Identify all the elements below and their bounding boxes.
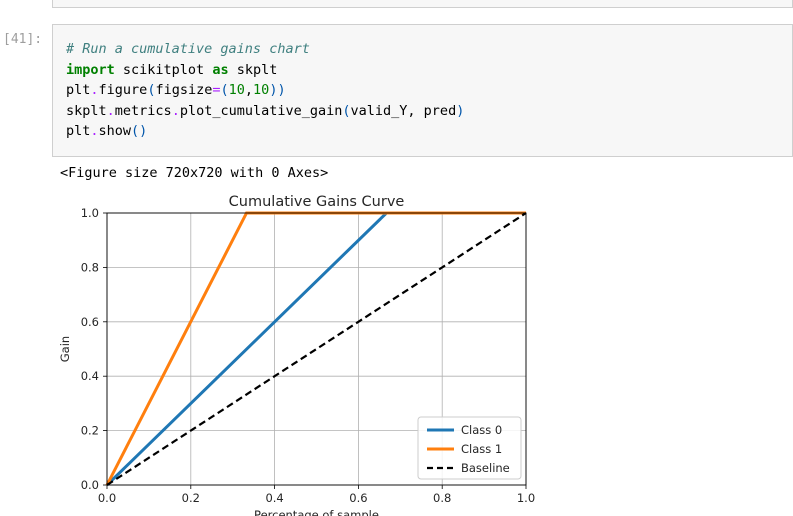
code-token: plot_cumulative_gain <box>179 102 343 119</box>
code-token: valid_Y, pred <box>350 102 457 119</box>
code-line: plt.figure(figsize=(10,10)) <box>66 82 286 98</box>
code-token: ( <box>342 102 351 119</box>
code-token: import <box>66 61 115 78</box>
y-tick-label: 0.2 <box>81 424 99 438</box>
code-token: 10 <box>253 82 270 98</box>
code-cell[interactable]: # Run a cumulative gains chart import sc… <box>52 24 793 157</box>
code-token: . <box>171 102 180 119</box>
y-axis-label: Gain <box>58 336 72 362</box>
code-token: scikitplot <box>114 61 213 78</box>
chart-title: Cumulative Gains Curve <box>229 194 405 210</box>
code-token: () <box>131 123 148 139</box>
code-token: ) <box>456 102 465 119</box>
previous-cell[interactable] <box>52 0 793 8</box>
code-token: skplt <box>228 61 278 78</box>
code-token: figsize <box>155 82 213 98</box>
code-token: metrics <box>114 102 172 119</box>
x-tick-label: 0.8 <box>433 491 451 505</box>
code-token: plt <box>66 82 91 98</box>
code-line: plt.show() <box>66 123 147 139</box>
code-token: = <box>212 82 221 98</box>
legend-box <box>417 416 522 480</box>
code-token: ( <box>147 82 156 98</box>
x-axis-label: Percentage of sample <box>254 508 379 516</box>
code-line: import scikitplot as skplt <box>66 62 277 78</box>
code-editor[interactable]: # Run a cumulative gains chart import sc… <box>66 39 464 142</box>
code-token: . <box>106 102 115 119</box>
code-token: . <box>90 123 99 139</box>
y-tick-label: 1.0 <box>81 206 99 220</box>
code-token: figure <box>98 82 148 98</box>
code-token: plt <box>66 123 91 139</box>
code-token: show <box>98 123 132 139</box>
output-text: <Figure size 720x720 with 0 Axes> <box>60 165 329 181</box>
legend-label: Baseline <box>461 461 510 475</box>
x-tick-label: 0.2 <box>182 491 200 505</box>
x-tick-label: 0.4 <box>265 491 283 505</box>
y-tick-label: 0.6 <box>81 315 99 329</box>
execution-prompt: [41]: <box>3 32 43 47</box>
code-token: ( <box>220 82 229 98</box>
x-tick-label: 0.6 <box>349 491 367 505</box>
x-tick-label: 1.0 <box>517 491 535 505</box>
series-line-baseline <box>106 212 527 486</box>
code-token: . <box>90 82 99 98</box>
axes-frame <box>106 212 527 486</box>
code-token: , <box>244 82 254 98</box>
code-line: # Run a cumulative gains chart <box>66 41 310 57</box>
legend-label: Class 0 <box>461 423 502 437</box>
cumulative-gains-chart: 0.0 0.2 0.4 0.6 0.8 1.0 0.0 0.2 0.4 0.6 0.8 1.0 Cumu… <box>58 194 535 516</box>
legend-label: Class 1 <box>461 442 502 456</box>
y-tick-label: 0.4 <box>81 369 99 383</box>
code-token: # Run a cumulative gains chart <box>66 41 310 57</box>
code-token: skplt <box>66 102 107 119</box>
y-tick-label: 0.8 <box>81 260 99 274</box>
x-tick-label: 0.0 <box>98 491 116 505</box>
code-token: )) <box>269 82 286 98</box>
code-token: as <box>212 61 229 78</box>
y-tick-label: 0.0 <box>81 478 99 492</box>
code-token: 10 <box>228 82 245 98</box>
code-line: skplt.metrics.plot_cumulative_gain(valid… <box>66 103 464 119</box>
